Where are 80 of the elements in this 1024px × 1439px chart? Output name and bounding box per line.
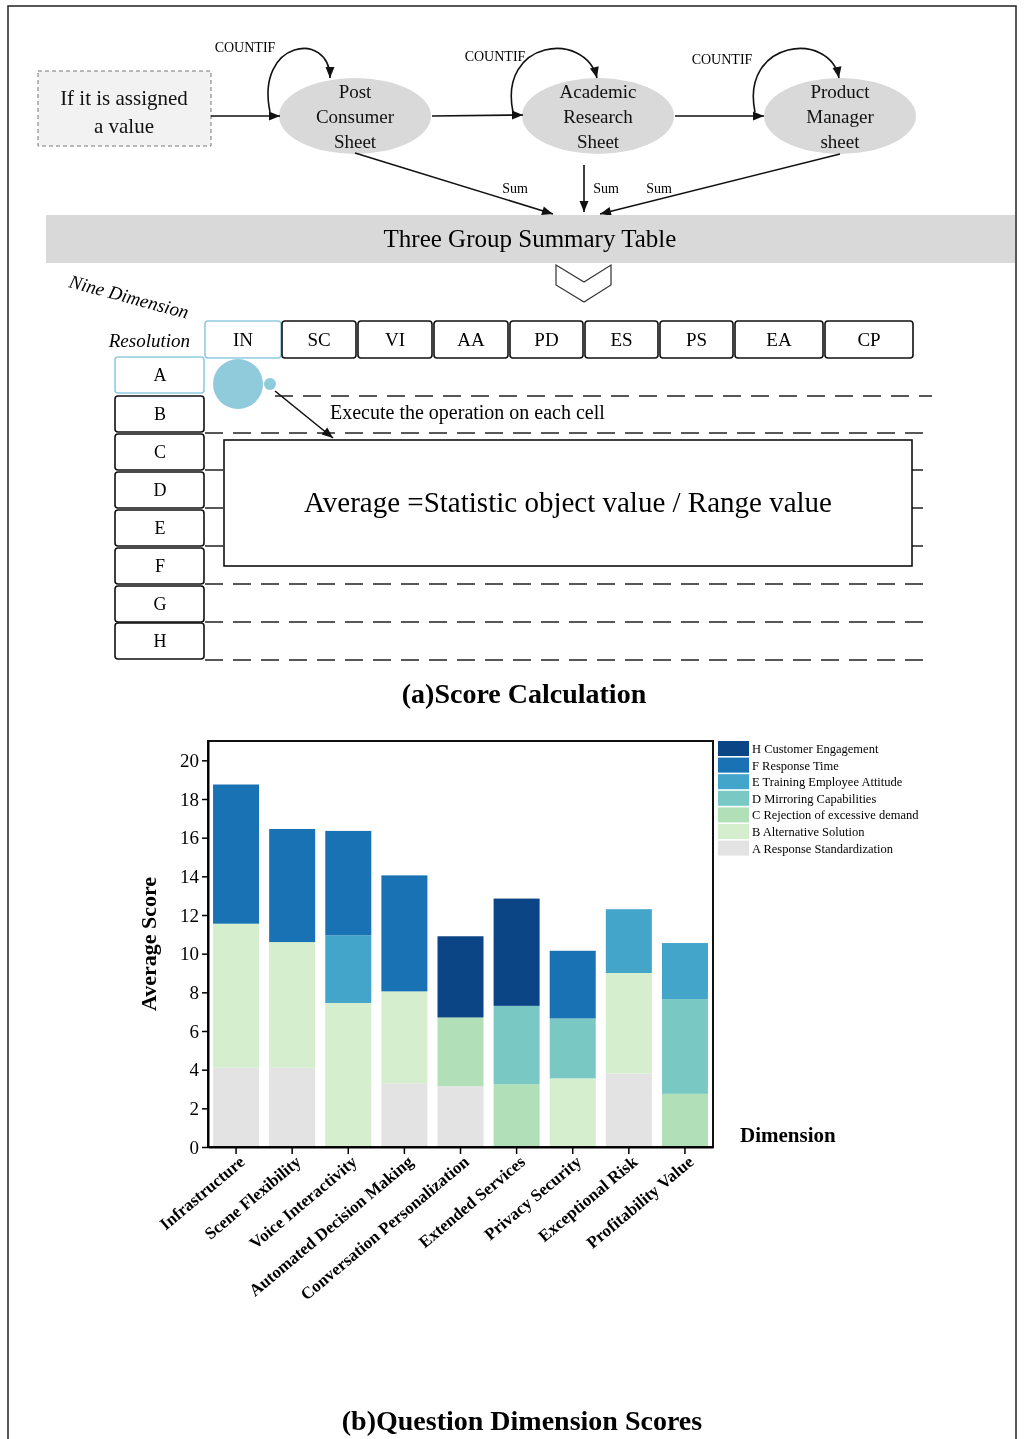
bar — [269, 828, 316, 943]
x-axis-title: Dimension — [740, 1123, 836, 1147]
bar — [269, 1067, 316, 1147]
y-tick-label: 8 — [189, 981, 199, 1003]
text: Academic Research Sheet — [559, 80, 637, 152]
legend-label: C Rejection of excessive demand — [752, 808, 920, 823]
text: (a)Score Calculation — [401, 678, 647, 709]
y-tick-label: 6 — [189, 1020, 199, 1042]
bar — [325, 830, 372, 936]
text: COUNTIF — [691, 52, 753, 67]
text: F — [154, 556, 166, 576]
legend-label: A Response Standardization — [752, 841, 894, 856]
text: ES — [610, 329, 633, 350]
text: Product Manager sheet — [806, 80, 875, 152]
text: PD — [534, 329, 559, 350]
y-axis-title: Average Score — [136, 876, 161, 1012]
y-tick-label: 0 — [189, 1136, 199, 1158]
text: EA — [766, 329, 792, 350]
text: Sum — [593, 181, 619, 196]
text: H — [153, 631, 167, 651]
text: E — [154, 518, 166, 538]
y-tick-label: 10 — [180, 943, 199, 965]
text: AA — [457, 329, 485, 350]
bar — [437, 1086, 484, 1147]
bar — [213, 923, 260, 1068]
text: Execute the operation on each cell — [330, 401, 606, 424]
text: CP — [857, 329, 881, 350]
bar — [493, 1084, 540, 1147]
bar — [381, 1083, 428, 1147]
bar — [213, 784, 260, 924]
bar — [437, 936, 484, 1018]
text: COUNTIF — [464, 49, 526, 64]
bar — [605, 909, 652, 973]
bar — [325, 935, 372, 1003]
legend-label: H Customer Engagement — [752, 742, 879, 756]
y-tick-label: 14 — [180, 865, 200, 887]
text: Post Consumer Sheet — [315, 80, 395, 152]
text: SC — [307, 329, 331, 350]
y-tick-label: 4 — [189, 1059, 200, 1081]
text: Average =Statistic object value / Range value — [304, 486, 832, 518]
text: G — [153, 594, 167, 614]
bar — [437, 1017, 484, 1087]
text: COUNTIF — [214, 40, 276, 55]
bar — [381, 875, 428, 992]
bar — [213, 1067, 260, 1147]
legend-label: E Training Employee Attitude — [752, 775, 903, 790]
bar — [549, 950, 596, 1019]
bar — [605, 1073, 652, 1147]
legend-label: F Response Time — [752, 758, 840, 773]
bar — [549, 1018, 596, 1079]
bar — [661, 1093, 708, 1147]
text: If it is assigned a value — [60, 86, 189, 139]
text: C — [153, 442, 167, 462]
y-tick-label: 2 — [189, 1097, 199, 1119]
bar — [493, 1005, 540, 1085]
bar — [661, 943, 708, 1000]
text: A — [153, 365, 167, 385]
text: D — [153, 480, 167, 500]
y-tick-label: 12 — [180, 904, 199, 926]
text: Sum — [502, 181, 528, 196]
bar — [605, 973, 652, 1074]
bar — [493, 898, 540, 1006]
y-tick-label: 18 — [180, 788, 199, 810]
legend-label: D Mirroring Capabilities — [752, 791, 877, 806]
bar — [269, 942, 316, 1068]
y-tick-label: 16 — [180, 827, 199, 849]
text: PS — [685, 329, 708, 350]
text: VI — [384, 329, 406, 350]
bar — [549, 1078, 596, 1147]
text: (b)Question Dimension Scores — [341, 1405, 703, 1436]
legend-label: B Alternative Solution — [752, 825, 866, 839]
bar — [661, 999, 708, 1094]
text: Three Group Summary Table — [383, 225, 677, 252]
text: B — [153, 404, 167, 424]
text: Resolution — [107, 330, 190, 351]
y-tick-label: 20 — [180, 749, 199, 771]
text: IN — [232, 329, 254, 350]
text: Sum — [646, 181, 672, 196]
bar — [381, 991, 428, 1084]
bar — [325, 1002, 372, 1147]
